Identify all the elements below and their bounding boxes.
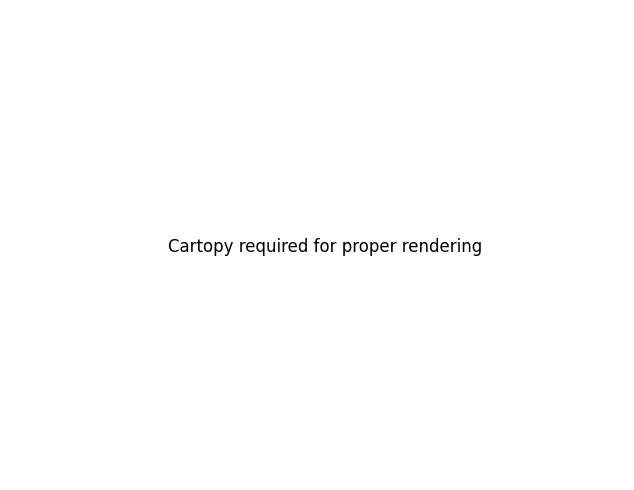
Text: Cartopy required for proper rendering: Cartopy required for proper rendering <box>168 239 482 256</box>
